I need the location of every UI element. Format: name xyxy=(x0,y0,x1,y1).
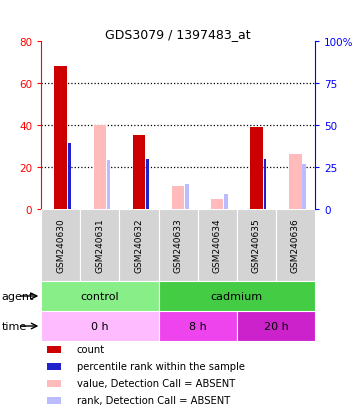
Bar xyxy=(133,136,145,209)
Bar xyxy=(47,363,62,370)
Text: time: time xyxy=(2,321,27,331)
Bar xyxy=(159,311,237,341)
Bar xyxy=(224,195,228,209)
Text: cadmium: cadmium xyxy=(211,291,263,301)
Text: GSM240632: GSM240632 xyxy=(135,218,144,273)
Bar xyxy=(289,155,302,209)
Bar xyxy=(120,209,159,281)
Bar xyxy=(237,209,276,281)
Text: percentile rank within the sample: percentile rank within the sample xyxy=(77,362,245,372)
Text: 20 h: 20 h xyxy=(263,321,288,331)
Bar xyxy=(276,209,315,281)
Text: 8 h: 8 h xyxy=(189,321,207,331)
Text: agent: agent xyxy=(2,291,34,301)
Bar xyxy=(172,186,184,209)
Bar xyxy=(146,159,149,209)
Bar xyxy=(47,380,62,387)
Title: GDS3079 / 1397483_at: GDS3079 / 1397483_at xyxy=(105,28,251,41)
Text: GSM240636: GSM240636 xyxy=(291,218,300,273)
Bar xyxy=(250,128,263,209)
Bar xyxy=(93,126,106,209)
Text: value, Detection Call = ABSENT: value, Detection Call = ABSENT xyxy=(77,379,235,389)
Bar xyxy=(41,209,80,281)
Bar xyxy=(47,397,62,404)
Text: control: control xyxy=(81,291,119,301)
Bar xyxy=(54,67,67,209)
Bar xyxy=(80,209,120,281)
Text: GSM240631: GSM240631 xyxy=(95,218,104,273)
Bar xyxy=(159,209,198,281)
Bar xyxy=(47,347,62,353)
Bar xyxy=(237,311,315,341)
Text: GSM240635: GSM240635 xyxy=(252,218,261,273)
Text: GSM240634: GSM240634 xyxy=(213,218,222,273)
Bar xyxy=(41,311,159,341)
Bar xyxy=(211,199,223,209)
Text: rank, Detection Call = ABSENT: rank, Detection Call = ABSENT xyxy=(77,396,230,406)
Text: GSM240630: GSM240630 xyxy=(56,218,65,273)
Bar xyxy=(302,164,306,209)
Text: count: count xyxy=(77,345,105,355)
Bar xyxy=(41,281,159,311)
Text: GSM240633: GSM240633 xyxy=(174,218,183,273)
Bar xyxy=(185,184,189,209)
Bar xyxy=(68,144,71,209)
Bar xyxy=(264,159,266,209)
Text: 0 h: 0 h xyxy=(91,321,109,331)
Bar xyxy=(107,161,110,209)
Bar xyxy=(198,209,237,281)
Bar xyxy=(159,281,315,311)
